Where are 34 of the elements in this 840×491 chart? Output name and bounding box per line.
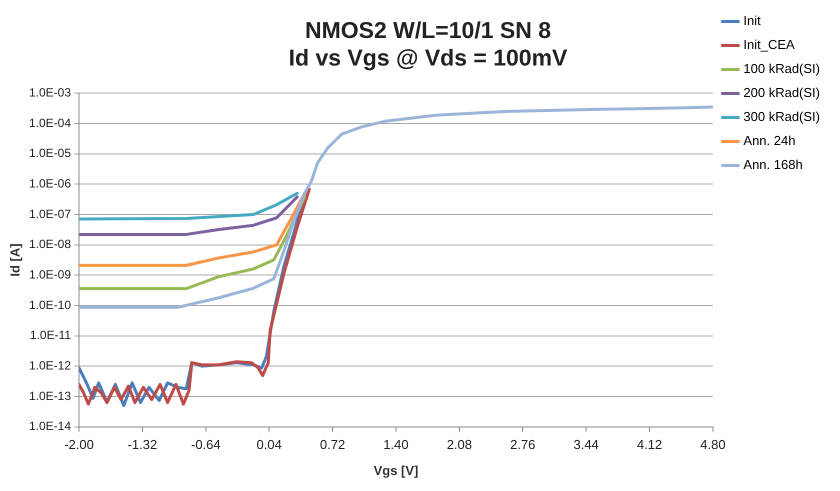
y-tick-label: 1.0E-14 bbox=[29, 419, 72, 434]
y-tick-label: 1.0E-07 bbox=[29, 206, 72, 221]
x-tick-label: 0.72 bbox=[320, 437, 346, 452]
y-tick-label: 1.0E-12 bbox=[29, 358, 72, 372]
x-tick-label: 1.40 bbox=[383, 437, 409, 452]
x-tick-label: 4.12 bbox=[636, 437, 662, 452]
y-axis-title: Id [A] bbox=[8, 243, 23, 277]
x-tick-label: -0.64 bbox=[190, 437, 221, 452]
y-tick-label: 1.0E-08 bbox=[29, 237, 72, 252]
x-tick-label: 2.76 bbox=[510, 437, 536, 452]
legend-label: 100 kRad(SI) bbox=[743, 61, 820, 76]
x-tick-label: 0.04 bbox=[256, 437, 282, 452]
x-axis-title: Vgs [V] bbox=[374, 462, 418, 478]
legend-label: Ann. 24h bbox=[743, 133, 796, 148]
x-tick-label: -1.32 bbox=[128, 437, 158, 452]
y-tick-label: 1.0E-06 bbox=[29, 176, 72, 190]
y-tick-label: 1.0E-13 bbox=[29, 388, 72, 403]
text: Id vs Vgs @ Vds = 100mV bbox=[288, 44, 568, 71]
x-tick-label: 4.80 bbox=[700, 437, 726, 452]
x-tick-label: 2.08 bbox=[446, 437, 472, 452]
x-tick-label: -2.00 bbox=[64, 437, 94, 452]
y-tick-label: 1.0E-04 bbox=[29, 116, 72, 130]
x-tick-label: 3.44 bbox=[573, 437, 599, 452]
legend-label: Init_CEA bbox=[743, 37, 796, 52]
legend-label: Init bbox=[743, 13, 762, 28]
y-tick-label: 1.0E-11 bbox=[30, 328, 72, 342]
y-tick-label: 1.0E-05 bbox=[29, 146, 72, 160]
y-tick-label: 1.0E-03 bbox=[29, 86, 72, 100]
text: NMOS2 W/L=10/1 SN 8 bbox=[304, 17, 552, 44]
legend-label: 300 kRad(SI) bbox=[743, 109, 820, 124]
y-tick-label: 1.0E-10 bbox=[29, 298, 72, 312]
y-tick-label: 1.0E-09 bbox=[29, 267, 72, 282]
legend-label: Ann. 168h bbox=[743, 157, 803, 172]
legend-label: 200 kRad(SI) bbox=[743, 85, 820, 100]
